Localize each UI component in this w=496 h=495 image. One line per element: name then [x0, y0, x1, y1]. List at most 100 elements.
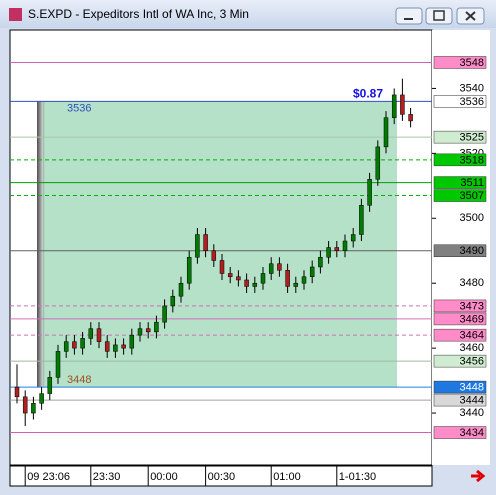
candle-body: [383, 117, 389, 148]
candle-body: [301, 276, 307, 284]
candle-body: [154, 321, 159, 333]
level-box: [433, 244, 487, 257]
level-box: [433, 354, 487, 368]
maximize-glyph: [433, 10, 445, 21]
time-axis: [9, 465, 433, 487]
candle-body: [47, 377, 53, 394]
level-box: [433, 176, 487, 189]
candle-body: [318, 256, 323, 268]
level-label: 3434: [460, 427, 484, 439]
range-top-label: 3536: [67, 102, 91, 114]
level-label: 3469: [460, 313, 484, 325]
x-tick-label: 23:30: [93, 471, 121, 483]
level-box: [433, 95, 487, 108]
plot-layer: 35363448$0.87344034603480350035203540354…: [10, 56, 487, 486]
level-box: [433, 380, 487, 394]
candle-body: [203, 234, 208, 251]
candle-body: [219, 260, 225, 274]
level-label: 3525: [460, 132, 484, 144]
level-label: 3444: [460, 394, 484, 406]
candle-body: [170, 295, 176, 307]
candle-body: [350, 234, 356, 242]
scroll-arrow[interactable]: [471, 469, 486, 483]
y-tick-label: 3480: [460, 277, 484, 289]
close-glyph: [465, 11, 476, 21]
candle-body: [268, 263, 274, 274]
level-box: [433, 130, 487, 144]
candle-body: [236, 276, 241, 281]
level-box: [433, 56, 487, 69]
candle-body: [96, 328, 102, 342]
candle-body: [391, 94, 397, 118]
candle-body: [104, 341, 110, 352]
range-bottom-label: 3448: [67, 374, 91, 386]
candle-body: [63, 341, 69, 352]
candle-body: [375, 146, 381, 180]
candle-body: [309, 266, 315, 277]
candle-body: [55, 351, 61, 378]
level-label: 3448: [460, 381, 484, 393]
candle-body: [285, 269, 290, 287]
candle-body: [129, 334, 135, 349]
x-tick-label: 09 23:06: [27, 471, 70, 483]
candle-body: [80, 338, 85, 349]
price-change-label: $0.87: [353, 87, 383, 101]
candle-body: [408, 114, 413, 122]
y-tick-label: 3500: [460, 212, 484, 224]
candle-body: [293, 282, 299, 287]
level-label: 3536: [460, 96, 484, 108]
candle-body: [113, 344, 118, 352]
x-tick-label: 1-01:30: [339, 471, 376, 483]
minimize-button[interactable]: [395, 7, 423, 25]
x-tick-label: 00:30: [208, 471, 236, 483]
candle-body: [137, 328, 143, 336]
candle-body: [211, 250, 217, 261]
maximize-button[interactable]: [425, 7, 453, 25]
candle-body: [244, 279, 249, 287]
minimize-glyph: [404, 18, 413, 20]
level-box: [433, 312, 487, 326]
candle-body: [260, 273, 266, 284]
candle-body: [72, 341, 77, 349]
candle-body: [252, 282, 258, 287]
candle-body: [14, 386, 20, 398]
y-tick-label: 3440: [460, 407, 484, 419]
window-title: S.EXPD - Expeditors Intl of WA Inc, 3 Mi…: [28, 7, 249, 21]
range-shadow: [37, 101, 45, 388]
level-box: [433, 393, 487, 407]
x-tick-label: 00:00: [150, 471, 178, 483]
level-box: [433, 328, 487, 342]
candle-body: [121, 344, 126, 349]
level-label: 3464: [460, 330, 484, 342]
x-tick-label: 01:00: [273, 471, 301, 483]
candle-body: [367, 179, 372, 206]
candle-body: [277, 263, 282, 271]
app-icon: [9, 8, 22, 21]
candle-body: [22, 396, 28, 414]
candle-body: [178, 282, 184, 297]
candle-body: [186, 256, 192, 284]
level-box: [433, 426, 487, 439]
window-buttons[interactable]: [395, 7, 485, 25]
candle-body: [227, 273, 233, 277]
y-tick-label: 3460: [460, 342, 484, 354]
candle-body: [31, 403, 36, 414]
candle-body: [359, 205, 364, 235]
candle-body: [145, 328, 151, 333]
candle-body: [162, 305, 167, 323]
level-label: 3511: [460, 177, 484, 189]
level-label: 3490: [460, 245, 484, 257]
candle-body: [195, 234, 200, 258]
y-tick-label: 3540: [460, 82, 484, 94]
range-box: [43, 101, 397, 388]
candle-body: [334, 247, 340, 251]
level-label: 3473: [460, 300, 484, 312]
candle-body: [342, 240, 348, 251]
level-label: 3507: [460, 190, 484, 202]
candle-body: [39, 393, 44, 404]
candle-body: [326, 247, 331, 258]
level-label: 3548: [460, 57, 484, 69]
level-box: [433, 189, 487, 202]
level-label: 3518: [460, 154, 484, 166]
